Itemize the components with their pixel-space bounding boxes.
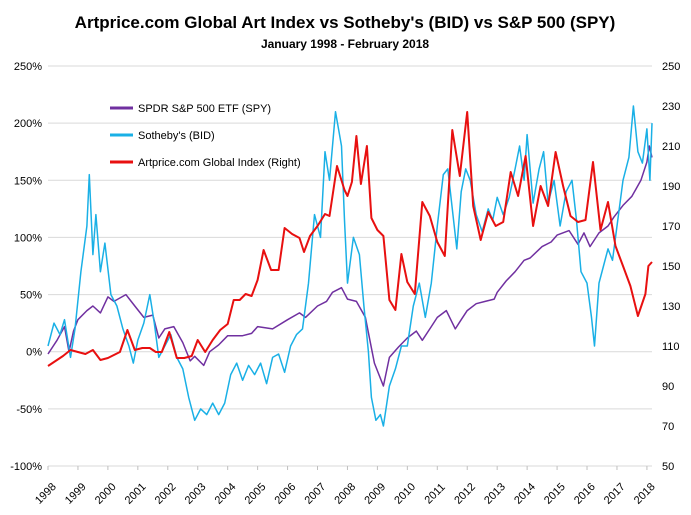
x-tick-label: 2014 [512, 481, 538, 507]
left-tick-label: 250% [14, 61, 42, 73]
legend-label-1: Sotheby's (BID) [138, 130, 215, 142]
x-tick-label: 2009 [362, 481, 388, 507]
right-tick-label: 230 [662, 101, 680, 113]
right-tick-label: 250 [662, 61, 680, 73]
x-tick-label: 2004 [213, 481, 239, 507]
x-tick-label: 2003 [183, 481, 209, 507]
x-tick-label: 2001 [123, 481, 149, 507]
grid [48, 65, 652, 467]
left-tick-label: 50% [20, 290, 42, 302]
legend-label-2: Artprice.com Global Index (Right) [138, 157, 301, 169]
left-tick-label: 100% [14, 232, 42, 244]
right-tick-label: 90 [662, 381, 674, 393]
x-tick-label: 1999 [63, 481, 89, 507]
left-tick-label: 200% [14, 118, 42, 130]
x-tick-label: 2011 [423, 481, 448, 506]
right-tick-label: 130 [662, 301, 680, 313]
x-tick-label: 2008 [332, 481, 358, 507]
right-tick-label: 50 [662, 461, 674, 473]
legend: SPDR S&P 500 ETF (SPY) Sotheby's (BID) Art… [110, 103, 301, 169]
right-tick-label: 150 [662, 261, 680, 273]
x-tick-label: 2007 [302, 481, 328, 507]
series-line-1 [47, 105, 653, 427]
x-tick-label: 2002 [153, 481, 179, 507]
x-tick-label: 2016 [572, 481, 598, 507]
right-tick-label: 170 [662, 221, 680, 233]
x-tick-label: 2017 [602, 481, 628, 507]
left-axis-ticks: 250% 200% 150% 100% 50% 0% -50% -100% [10, 61, 42, 473]
right-axis-ticks: 250 230 210 190 170 150 130 110 90 70 50 [662, 61, 680, 473]
x-tick-label: 2018 [632, 481, 658, 507]
x-tick-label: 2013 [482, 481, 508, 507]
x-tick-label: 1998 [33, 481, 59, 507]
legend-label-0: SPDR S&P 500 ETF (SPY) [138, 103, 271, 115]
chart-title: Artprice.com Global Art Index vs Sotheby… [75, 13, 616, 32]
right-tick-label: 110 [662, 341, 680, 353]
right-tick-label: 70 [662, 421, 674, 433]
series-lines [47, 105, 653, 427]
left-tick-label: -50% [16, 404, 42, 416]
x-axis-ticks: 1998 1999 2000 2001 2002 2003 2004 2005 2006 2007… [33, 466, 658, 507]
x-tick-label: 2006 [273, 481, 299, 507]
x-tick-label: 2000 [93, 481, 119, 507]
x-tick-label: 2015 [542, 481, 568, 507]
x-tick-label: 2005 [243, 481, 269, 507]
left-tick-label: 150% [14, 175, 42, 187]
right-tick-label: 190 [662, 181, 680, 193]
x-tick-label: 2012 [452, 481, 478, 507]
right-tick-label: 210 [662, 141, 680, 153]
x-tick-label: 2010 [392, 481, 418, 507]
series-line-2 [47, 111, 653, 367]
chart-subtitle: January 1998 - February 2018 [261, 37, 429, 51]
left-tick-label: -100% [10, 461, 42, 473]
left-tick-label: 0% [26, 347, 42, 359]
